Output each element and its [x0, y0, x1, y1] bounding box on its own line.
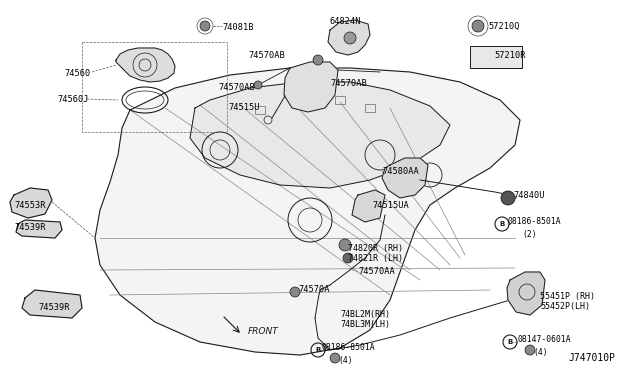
Circle shape [339, 239, 351, 251]
Polygon shape [10, 188, 52, 218]
Text: 74560J: 74560J [57, 94, 88, 103]
Text: 74570AB: 74570AB [248, 51, 285, 60]
Bar [365, 104, 375, 112]
Polygon shape [22, 290, 82, 318]
Text: (2): (2) [522, 230, 536, 238]
Circle shape [254, 81, 262, 89]
Text: 74BL3M(LH): 74BL3M(LH) [340, 321, 390, 330]
Text: 08186-8501A: 08186-8501A [508, 218, 562, 227]
Bar [335, 96, 345, 104]
Polygon shape [328, 20, 370, 55]
Text: 74570A: 74570A [298, 285, 330, 294]
Circle shape [343, 253, 353, 263]
Bar [82, 42, 227, 132]
Text: (4): (4) [338, 356, 353, 365]
Polygon shape [507, 272, 545, 315]
Text: 74821R (LH): 74821R (LH) [348, 254, 403, 263]
Text: J747010P: J747010P [568, 353, 615, 363]
Text: (4): (4) [533, 347, 548, 356]
Text: 74840U: 74840U [513, 192, 545, 201]
Text: FRONT: FRONT [248, 327, 279, 337]
Text: 74539R: 74539R [38, 302, 70, 311]
Text: B: B [499, 221, 504, 227]
Text: 74580AA: 74580AA [382, 167, 419, 176]
Text: 74570AB: 74570AB [218, 83, 255, 93]
Circle shape [501, 191, 515, 205]
Circle shape [472, 20, 484, 32]
Polygon shape [95, 68, 520, 355]
Text: 55451P (RH): 55451P (RH) [540, 292, 595, 301]
Polygon shape [352, 190, 385, 222]
Polygon shape [190, 82, 450, 188]
Text: 74820R (RH): 74820R (RH) [348, 244, 403, 253]
Bar [255, 106, 265, 114]
Text: 08186-8501A: 08186-8501A [322, 343, 376, 353]
Circle shape [330, 353, 340, 363]
Text: 74570AB: 74570AB [330, 80, 367, 89]
Polygon shape [284, 62, 338, 112]
Text: B: B [316, 347, 321, 353]
Text: 57210R: 57210R [494, 51, 525, 61]
Text: 74081B: 74081B [222, 23, 253, 32]
Bar [295, 96, 305, 104]
Text: 08147-0601A: 08147-0601A [517, 336, 571, 344]
Circle shape [290, 287, 300, 297]
Text: 64824N: 64824N [330, 17, 362, 26]
Text: 74BL2M(RH): 74BL2M(RH) [340, 310, 390, 318]
Text: 74539R: 74539R [14, 224, 45, 232]
Circle shape [344, 32, 356, 44]
Text: 55452P(LH): 55452P(LH) [540, 302, 590, 311]
Text: 74553R: 74553R [14, 201, 45, 209]
Polygon shape [116, 48, 175, 82]
Circle shape [313, 55, 323, 65]
Text: B: B [508, 339, 513, 345]
Polygon shape [16, 220, 62, 238]
Circle shape [200, 21, 210, 31]
Text: 74560: 74560 [64, 68, 90, 77]
Text: 74515UA: 74515UA [372, 201, 409, 209]
Text: 74515U: 74515U [228, 103, 259, 112]
Bar [470, 46, 522, 68]
Circle shape [525, 345, 535, 355]
Polygon shape [382, 158, 428, 198]
Text: 74570AA: 74570AA [358, 267, 395, 276]
Text: 57210Q: 57210Q [488, 22, 520, 31]
